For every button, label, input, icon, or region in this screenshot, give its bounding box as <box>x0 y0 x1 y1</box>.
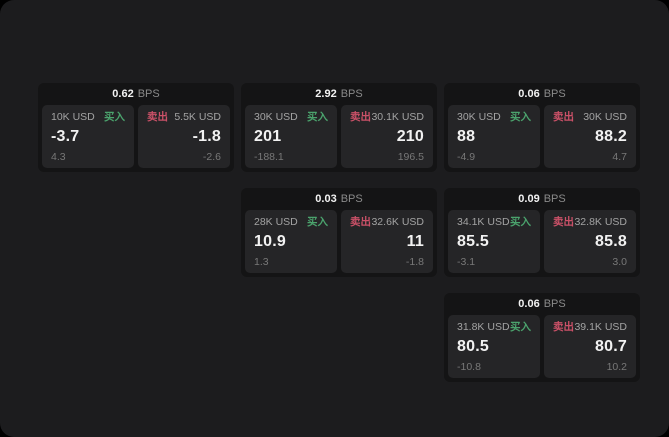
sell-panel[interactable]: 卖出 5.5K USD -1.8 -2.6 <box>138 105 230 168</box>
quote-cards-grid: 0.62 BPS 10K USD 买入 -3.7 4.3 卖出 5.5K USD <box>38 83 640 382</box>
sell-sub-value: 196.5 <box>397 150 424 163</box>
sell-side-label: 卖出 <box>553 216 574 228</box>
bps-header: 0.03 BPS <box>241 188 437 210</box>
bps-value: 0.06 <box>518 88 540 100</box>
sell-panel[interactable]: 卖出 32.8K USD 85.8 3.0 <box>544 210 636 273</box>
quote-panels: 10K USD 买入 -3.7 4.3 卖出 5.5K USD -1.8 -2.… <box>38 105 234 172</box>
buy-side-label: 买入 <box>307 111 328 123</box>
sell-sub-value: 3.0 <box>612 255 627 268</box>
buy-panel[interactable]: 30K USD 买入 88 -4.9 <box>448 105 540 168</box>
buy-sub-value: -188.1 <box>254 150 284 163</box>
buy-sub-value: -3.1 <box>457 255 476 268</box>
buy-price: 88 <box>457 128 476 145</box>
bps-value: 0.06 <box>518 298 540 310</box>
sell-side-label: 卖出 <box>553 321 574 333</box>
buy-price: 85.5 <box>457 233 489 250</box>
buy-price: 80.5 <box>457 338 489 355</box>
sell-price: 85.8 <box>595 233 627 250</box>
sell-size-label: 32.8K USD <box>574 216 627 228</box>
quote-panels: 28K USD 买入 10.9 1.3 卖出 32.6K USD 11 -1.8 <box>241 210 437 277</box>
buy-side-label: 买入 <box>307 216 328 228</box>
bps-header: 0.09 BPS <box>444 188 640 210</box>
buy-sub-value: -4.9 <box>457 150 476 163</box>
buy-price: 201 <box>254 128 282 145</box>
sell-panel[interactable]: 卖出 30.1K USD 210 196.5 <box>341 105 433 168</box>
sell-size-label: 30.1K USD <box>371 111 424 123</box>
buy-side-label: 买入 <box>104 111 125 123</box>
buy-price: -3.7 <box>51 128 80 145</box>
buy-size-label: 30K USD <box>457 111 501 123</box>
bps-value: 0.09 <box>518 193 540 205</box>
buy-sub-value: -10.8 <box>457 360 481 373</box>
sell-size-label: 30K USD <box>583 111 627 123</box>
buy-side-label: 买入 <box>510 321 531 333</box>
bps-unit-label: BPS <box>137 88 160 100</box>
quote-panels: 31.8K USD 买入 80.5 -10.8 卖出 39.1K USD 80.… <box>444 315 640 382</box>
sell-size-label: 32.6K USD <box>371 216 424 228</box>
quote-panels: 30K USD 买入 201 -188.1 卖出 30.1K USD 210 1… <box>241 105 437 172</box>
sell-sub-value: 4.7 <box>612 150 627 163</box>
bps-unit-label: BPS <box>543 298 566 310</box>
bps-header: 0.06 BPS <box>444 293 640 315</box>
bps-unit-label: BPS <box>340 88 363 100</box>
buy-panel[interactable]: 30K USD 买入 201 -188.1 <box>245 105 337 168</box>
sell-price: 11 <box>406 233 424 250</box>
sell-price: 80.7 <box>595 338 627 355</box>
quote-panels: 30K USD 买入 88 -4.9 卖出 30K USD 88.2 4.7 <box>444 105 640 172</box>
sell-panel[interactable]: 卖出 30K USD 88.2 4.7 <box>544 105 636 168</box>
quote-card: 0.03 BPS 28K USD 买入 10.9 1.3 卖出 32.6K US… <box>241 188 437 277</box>
sell-side-label: 卖出 <box>553 111 574 123</box>
buy-sub-value: 1.3 <box>254 255 269 268</box>
bps-unit-label: BPS <box>543 193 566 205</box>
quote-card: 0.62 BPS 10K USD 买入 -3.7 4.3 卖出 5.5K USD <box>38 83 234 172</box>
sell-price: 88.2 <box>595 128 627 145</box>
buy-price: 10.9 <box>254 233 286 250</box>
quote-card: 0.09 BPS 34.1K USD 买入 85.5 -3.1 卖出 32.8K… <box>444 188 640 277</box>
buy-panel[interactable]: 28K USD 买入 10.9 1.3 <box>245 210 337 273</box>
sell-price: -1.8 <box>192 128 221 145</box>
buy-size-label: 30K USD <box>254 111 298 123</box>
buy-size-label: 28K USD <box>254 216 298 228</box>
bps-header: 2.92 BPS <box>241 83 437 105</box>
sell-sub-value: -2.6 <box>202 150 221 163</box>
bps-header: 0.06 BPS <box>444 83 640 105</box>
buy-size-label: 10K USD <box>51 111 95 123</box>
bps-value: 0.62 <box>112 88 134 100</box>
buy-size-label: 31.8K USD <box>457 321 510 333</box>
buy-panel[interactable]: 31.8K USD 买入 80.5 -10.8 <box>448 315 540 378</box>
bps-unit-label: BPS <box>340 193 363 205</box>
buy-sub-value: 4.3 <box>51 150 66 163</box>
sell-side-label: 卖出 <box>147 111 168 123</box>
sell-size-label: 39.1K USD <box>574 321 627 333</box>
quote-card: 0.06 BPS 30K USD 买入 88 -4.9 卖出 30K USD <box>444 83 640 172</box>
sell-sub-value: -1.8 <box>405 255 424 268</box>
quote-card: 0.06 BPS 31.8K USD 买入 80.5 -10.8 卖出 39.1… <box>444 293 640 382</box>
sell-side-label: 卖出 <box>350 216 371 228</box>
buy-side-label: 买入 <box>510 216 531 228</box>
quote-card: 2.92 BPS 30K USD 买入 201 -188.1 卖出 30.1K … <box>241 83 437 172</box>
bps-value: 2.92 <box>315 88 337 100</box>
buy-size-label: 34.1K USD <box>457 216 510 228</box>
bps-unit-label: BPS <box>543 88 566 100</box>
sell-panel[interactable]: 卖出 32.6K USD 11 -1.8 <box>341 210 433 273</box>
buy-panel[interactable]: 34.1K USD 买入 85.5 -3.1 <box>448 210 540 273</box>
bps-header: 0.62 BPS <box>38 83 234 105</box>
sell-sub-value: 10.2 <box>606 360 627 373</box>
quote-panels: 34.1K USD 买入 85.5 -3.1 卖出 32.8K USD 85.8… <box>444 210 640 277</box>
sell-panel[interactable]: 卖出 39.1K USD 80.7 10.2 <box>544 315 636 378</box>
sell-price: 210 <box>396 128 424 145</box>
buy-side-label: 买入 <box>510 111 531 123</box>
sell-side-label: 卖出 <box>350 111 371 123</box>
bps-value: 0.03 <box>315 193 337 205</box>
buy-panel[interactable]: 10K USD 买入 -3.7 4.3 <box>42 105 134 168</box>
sell-size-label: 5.5K USD <box>174 111 221 123</box>
